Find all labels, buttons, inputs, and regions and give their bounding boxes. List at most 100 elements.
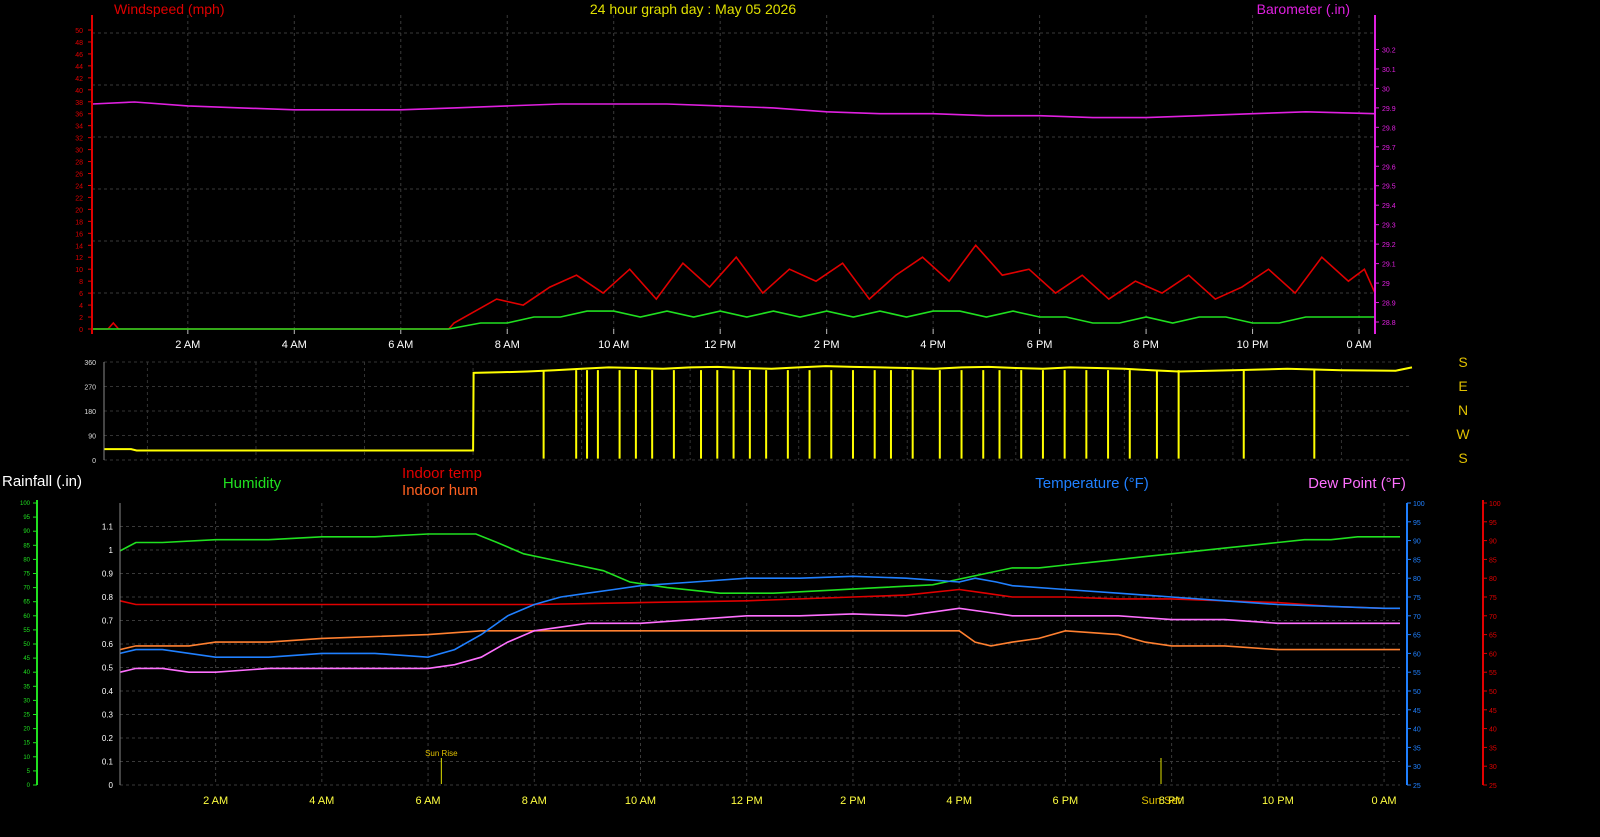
windspeed-tick-label: 18 — [75, 219, 83, 226]
time-tick-label: 10 PM — [1262, 795, 1294, 807]
compass-label: S — [1458, 354, 1467, 370]
time-tick-label: 4 AM — [282, 339, 307, 351]
time-tick-label: 6 AM — [388, 339, 413, 351]
rainfall-tick-label: 0.4 — [102, 687, 114, 696]
windspeed-tick-label: 14 — [75, 243, 83, 250]
temperature-tick-label: 85 — [1413, 557, 1421, 564]
indoor-tick-label: 70 — [1489, 614, 1497, 621]
time-tick-label: 6 PM — [1053, 795, 1079, 807]
windspeed-axis-ticks: 0246810121416182022242628303234363840424… — [75, 28, 92, 334]
series-humidity — [120, 534, 1400, 593]
humidity-tick-label: 90 — [23, 529, 30, 535]
humidity-tick-label: 15 — [23, 741, 30, 747]
temperature-tick-label: 75 — [1413, 595, 1421, 602]
humidity-tick-label: 95 — [23, 515, 30, 521]
temperature-tick-label: 95 — [1413, 520, 1421, 527]
series-wind-direction — [104, 366, 1412, 450]
windspeed-tick-label: 46 — [75, 52, 83, 59]
windspeed-tick-label: 32 — [75, 136, 83, 143]
barometer-tick-label: 29.6 — [1382, 164, 1396, 171]
temperature-tick-label: 80 — [1413, 576, 1421, 583]
temp-hum-series — [120, 534, 1400, 672]
indoor-tick-label: 45 — [1489, 708, 1497, 715]
temperature-tick-label: 40 — [1413, 727, 1421, 734]
windspeed-tick-label: 16 — [75, 231, 83, 238]
time-tick-label: 6 PM — [1027, 339, 1053, 351]
rainfall-tick-label: 1 — [109, 546, 114, 555]
compass-label: W — [1456, 426, 1470, 442]
rainfall-tick-label: 0.3 — [102, 711, 114, 720]
humidity-tick-label: 5 — [27, 769, 31, 775]
indoor-tick-label: 90 — [1489, 539, 1497, 546]
rainfall-tick-label: 0.9 — [102, 570, 114, 579]
time-tick-label: 8 PM — [1133, 339, 1159, 351]
rainfall-tick-label: 0.1 — [102, 758, 114, 767]
temperature-tick-label: 45 — [1413, 708, 1421, 715]
windspeed-tick-label: 0 — [79, 327, 83, 334]
time-tick-label: 0 AM — [1372, 795, 1397, 807]
graph-title: 24 hour graph day : May 05 2026 — [590, 1, 796, 17]
time-tick-label: 2 AM — [175, 339, 200, 351]
windspeed-tick-label: 34 — [75, 124, 83, 131]
legend-indoor-hum: Indoor hum — [402, 482, 478, 499]
humidity-tick-label: 25 — [23, 713, 30, 719]
temperature-tick-label: 50 — [1413, 689, 1421, 696]
time-tick-label: 10 PM — [1237, 339, 1269, 351]
time-tick-label: 2 PM — [840, 795, 866, 807]
windspeed-tick-label: 2 — [79, 315, 83, 322]
time-tick-label: 0 AM — [1346, 339, 1371, 351]
time-tick-label: 2 AM — [203, 795, 228, 807]
humidity-tick-label: 40 — [23, 670, 30, 676]
rainfall-tick-label: 0.5 — [102, 664, 114, 673]
barometer-tick-label: 29.5 — [1382, 184, 1396, 191]
temperature-tick-label: 100 — [1413, 501, 1425, 508]
windspeed-tick-label: 38 — [75, 100, 83, 107]
indoor-tick-label: 75 — [1489, 595, 1497, 602]
humidity-tick-label: 65 — [23, 600, 30, 606]
humidity-axis-ticks: 0510152025303540455055606570758085909510… — [20, 501, 37, 789]
barometer-tick-label: 30 — [1382, 86, 1390, 93]
direction-tick-label: 0 — [92, 458, 96, 465]
humidity-tick-label: 75 — [23, 572, 30, 578]
temp-hum-grid — [120, 503, 1400, 785]
series-dew-point-f — [120, 608, 1400, 672]
barometer-tick-label: 29.1 — [1382, 262, 1396, 269]
windspeed-tick-label: 36 — [75, 112, 83, 119]
humidity-tick-label: 50 — [23, 642, 30, 648]
time-tick-label: 4 PM — [946, 795, 972, 807]
rainfall-tick-label: 1.1 — [102, 523, 114, 532]
humidity-tick-label: 80 — [23, 557, 30, 563]
direction-tick-label: 360 — [84, 360, 96, 367]
direction-tick-label: 90 — [88, 434, 96, 441]
annotation-sun-rise: Sun Rise — [425, 749, 458, 758]
indoor-tick-label: 25 — [1489, 783, 1497, 790]
rainfall-tick-label: 0 — [109, 781, 114, 790]
windspeed-tick-label: 50 — [75, 28, 83, 35]
humidity-tick-label: 60 — [23, 614, 30, 620]
time-tick-label: 6 AM — [416, 795, 441, 807]
windspeed-tick-label: 20 — [75, 207, 83, 214]
time-tick-label: 10 AM — [625, 795, 656, 807]
rainfall-tick-label: 0.8 — [102, 593, 114, 602]
humidity-tick-label: 30 — [23, 698, 30, 704]
windspeed-tick-label: 26 — [75, 172, 83, 179]
temperature-tick-label: 35 — [1413, 745, 1421, 752]
windspeed-tick-label: 42 — [75, 76, 83, 83]
barometer-axis-ticks: 28.8 28.9 29 29.1 29.2 29.3 29.4 29.5 29.6 29.7 29… — [1375, 47, 1396, 327]
windspeed-tick-label: 12 — [75, 255, 83, 262]
indoor-tick-label: 65 — [1489, 633, 1497, 640]
windspeed-axis-label: Windspeed (mph) — [114, 1, 225, 17]
barometer-tick-label: 29.9 — [1382, 106, 1396, 113]
indoor-tick-label: 30 — [1489, 764, 1497, 771]
series-indoor-hum — [120, 631, 1400, 650]
temperature-tick-label: 90 — [1413, 539, 1421, 546]
indoor-axis-ticks: 25 30 35 40 45 50 55 60 65 70 75 80 85 90 95 100 — [1483, 501, 1501, 790]
temperature-tick-label: 25 — [1413, 783, 1421, 790]
temperature-axis-ticks: 25 30 35 40 45 50 55 60 65 70 75 80 85 90 95 100 — [1407, 501, 1425, 790]
legend-temperature: Temperature (°F) — [1035, 475, 1149, 492]
wind-direction-panel: 090180270360 SENWS — [84, 354, 1470, 466]
compass-label: N — [1458, 402, 1468, 418]
temp-hum-time-axis: 2 AM 4 AM 6 AM 8 AM 10 AM 12 PM 2 PM 4 PM 6 PM 8 … — [203, 795, 1397, 807]
temperature-tick-label: 70 — [1413, 614, 1421, 621]
rainfall-tick-label: 0.2 — [102, 734, 114, 743]
